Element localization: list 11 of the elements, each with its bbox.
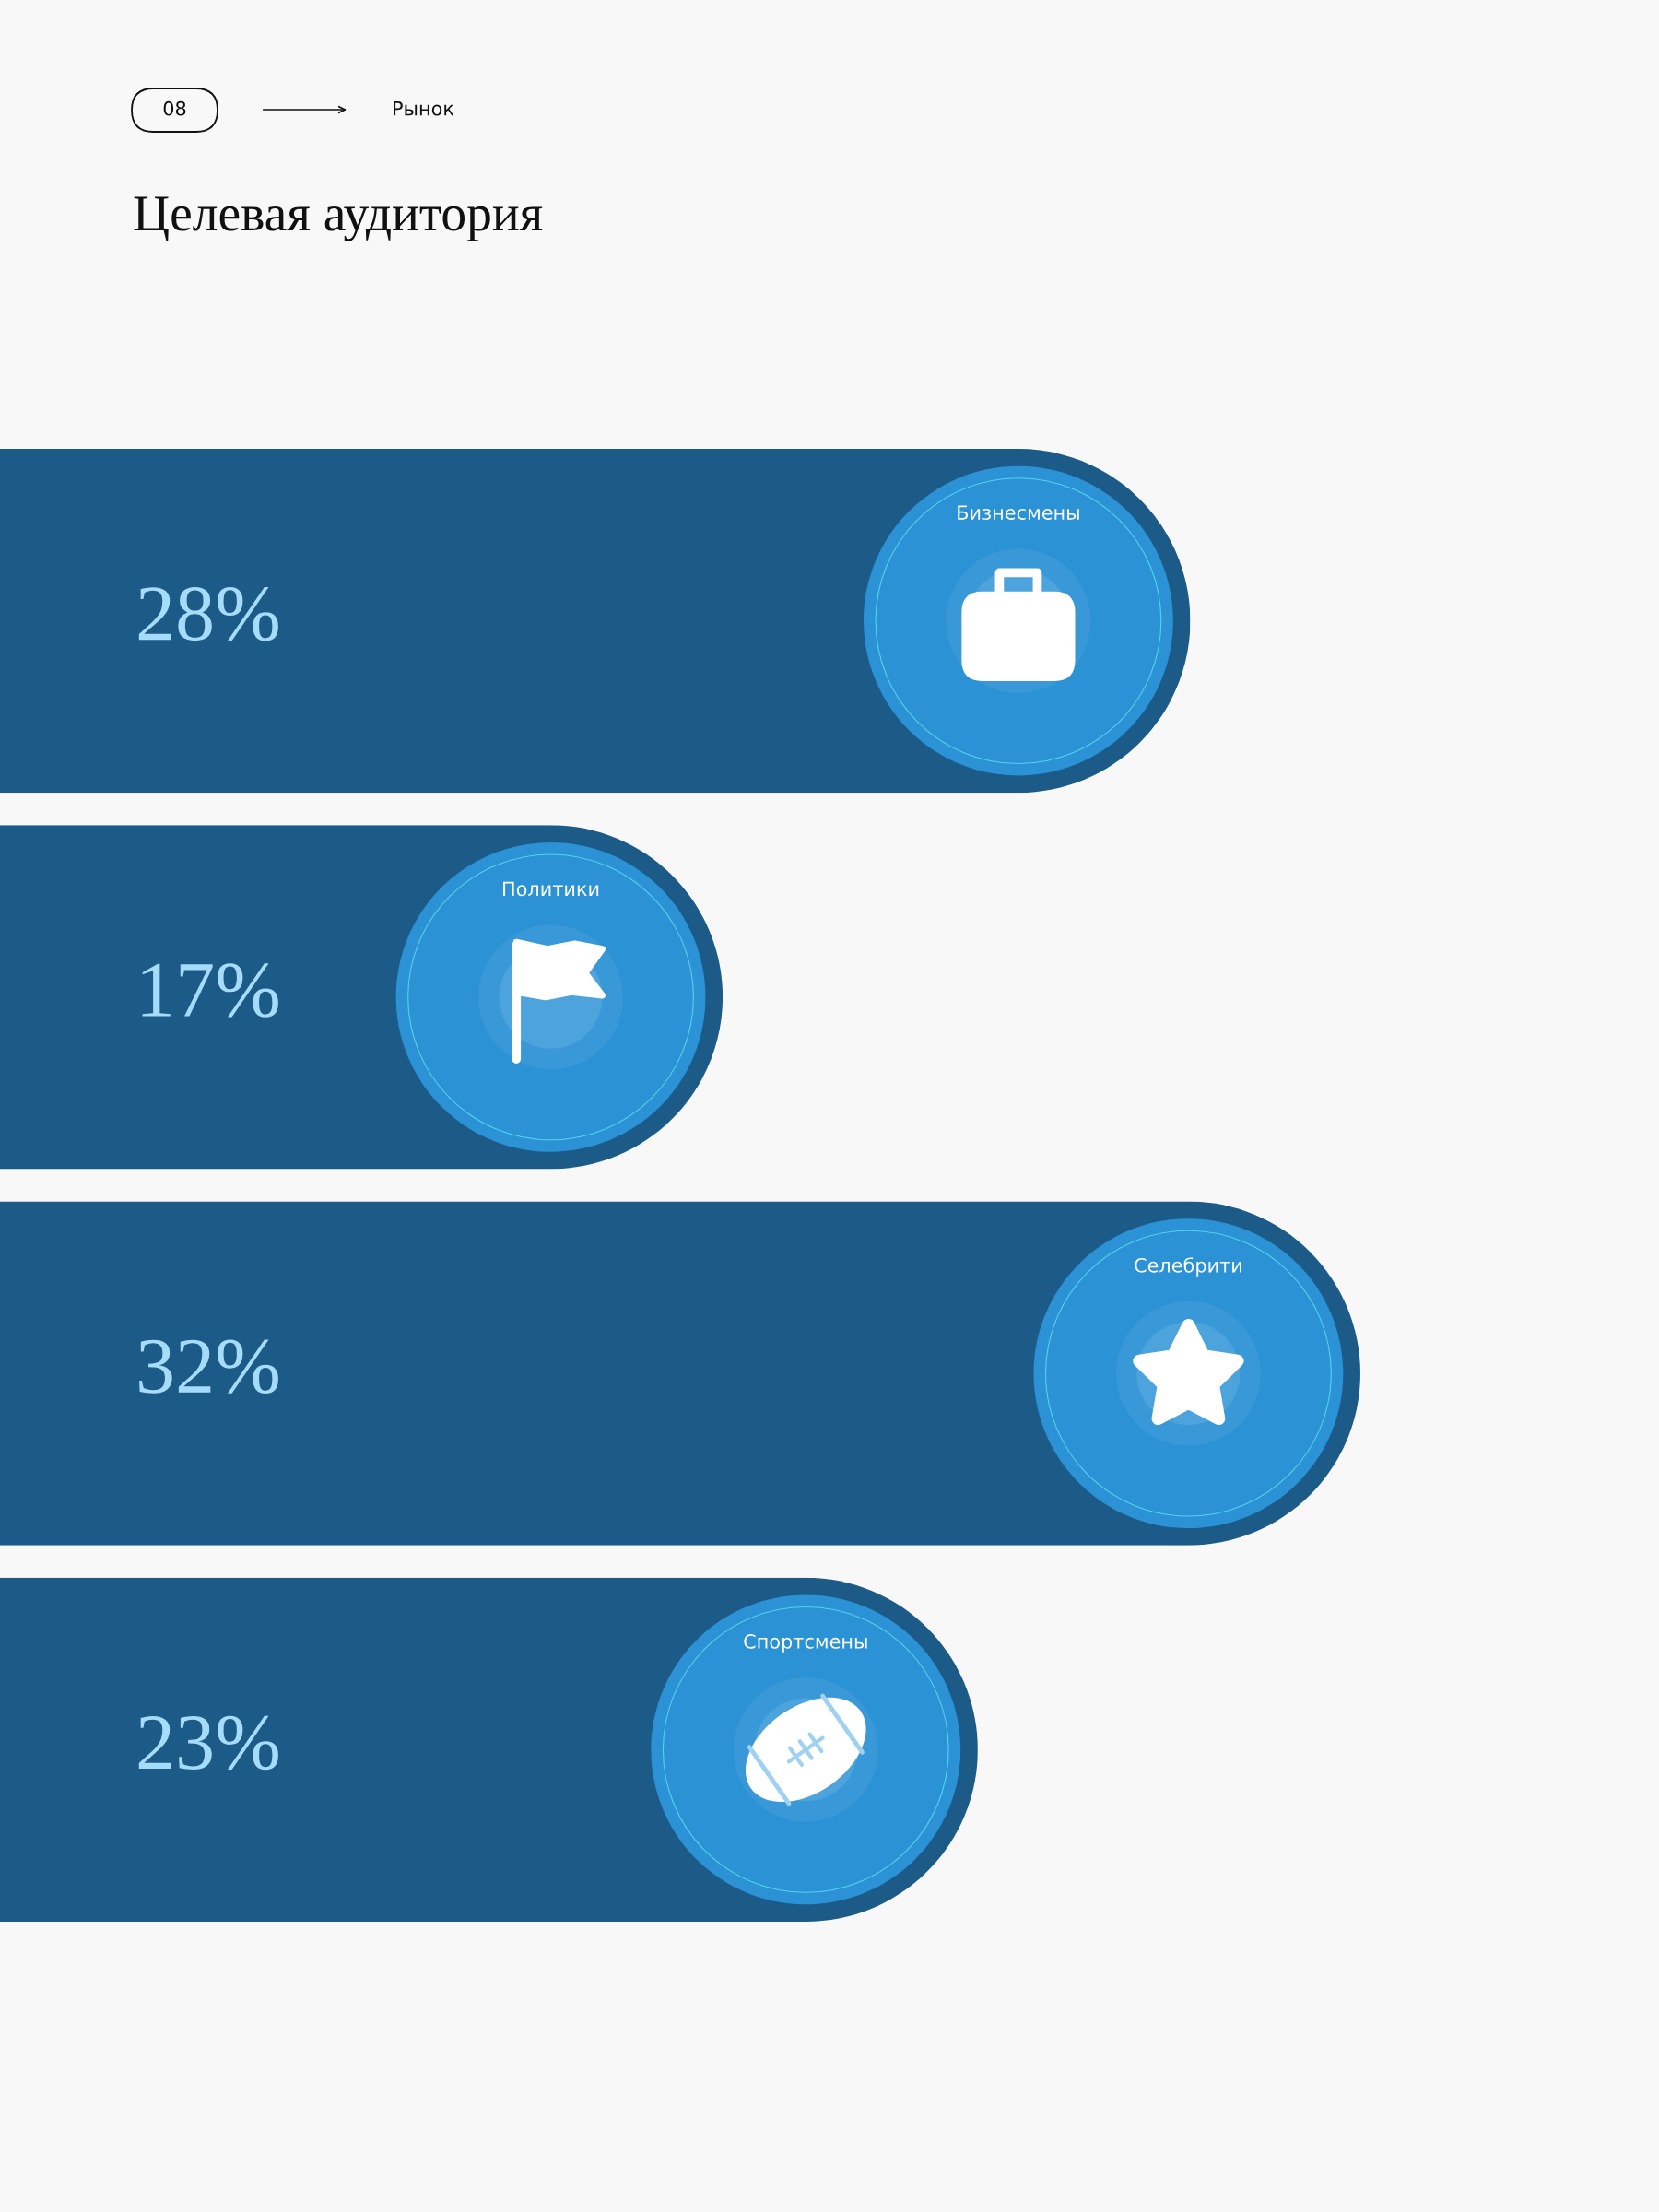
data-label: 23% — [138, 1715, 278, 1771]
y-tick-label: Спортсмены — [744, 1634, 867, 1653]
text: 08 — [163, 100, 186, 116]
data-label: 17% — [142, 963, 278, 1018]
data-label: 32% — [139, 1339, 278, 1394]
text: Рынок — [394, 101, 454, 116]
y-tick-label: Селебрити — [1135, 1257, 1241, 1277]
y-tick-label: Политики — [503, 881, 599, 897]
y-tick-label: Бизнесмены — [958, 505, 1079, 520]
data-label: 28% — [138, 587, 278, 641]
chart-title: Целевая аудитория — [134, 196, 543, 241]
